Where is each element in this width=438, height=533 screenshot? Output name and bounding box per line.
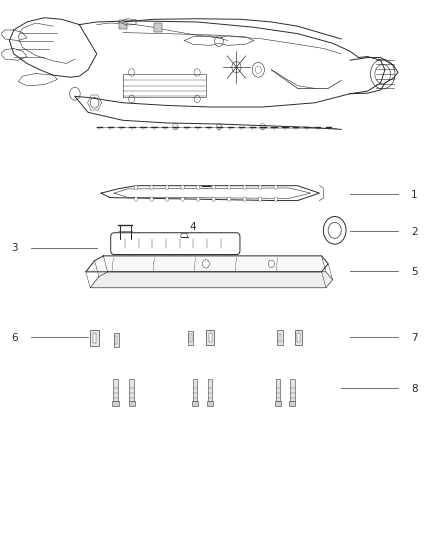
Circle shape <box>196 197 200 201</box>
FancyBboxPatch shape <box>193 378 197 401</box>
FancyBboxPatch shape <box>279 334 281 342</box>
FancyBboxPatch shape <box>115 336 117 344</box>
FancyBboxPatch shape <box>209 333 212 342</box>
Circle shape <box>134 185 138 189</box>
Text: 5: 5 <box>411 267 418 277</box>
Circle shape <box>196 185 200 189</box>
FancyBboxPatch shape <box>208 378 212 401</box>
FancyBboxPatch shape <box>294 330 302 345</box>
Circle shape <box>258 197 262 201</box>
Circle shape <box>258 185 262 189</box>
Circle shape <box>150 197 153 201</box>
FancyBboxPatch shape <box>90 330 99 346</box>
Circle shape <box>212 185 215 189</box>
FancyBboxPatch shape <box>289 401 295 406</box>
FancyBboxPatch shape <box>113 378 118 401</box>
FancyBboxPatch shape <box>188 331 194 345</box>
Text: 1: 1 <box>411 190 418 200</box>
FancyBboxPatch shape <box>153 23 162 31</box>
Text: 4: 4 <box>190 222 196 232</box>
Circle shape <box>181 185 184 189</box>
Polygon shape <box>90 272 332 288</box>
Circle shape <box>166 197 169 201</box>
FancyBboxPatch shape <box>192 401 198 406</box>
FancyBboxPatch shape <box>297 333 300 342</box>
FancyBboxPatch shape <box>290 378 294 401</box>
FancyBboxPatch shape <box>276 378 280 401</box>
FancyBboxPatch shape <box>93 333 96 343</box>
Text: 6: 6 <box>11 333 18 343</box>
Circle shape <box>243 185 247 189</box>
FancyBboxPatch shape <box>207 401 213 406</box>
FancyBboxPatch shape <box>275 401 281 406</box>
Circle shape <box>227 197 231 201</box>
FancyBboxPatch shape <box>206 330 214 345</box>
Circle shape <box>150 185 153 189</box>
Circle shape <box>274 197 278 201</box>
FancyBboxPatch shape <box>113 401 119 406</box>
Circle shape <box>134 197 138 201</box>
FancyBboxPatch shape <box>129 401 135 406</box>
FancyBboxPatch shape <box>113 333 119 347</box>
Circle shape <box>181 197 184 201</box>
Text: 7: 7 <box>411 333 418 343</box>
Circle shape <box>212 197 215 201</box>
Circle shape <box>227 185 231 189</box>
Text: 3: 3 <box>11 243 18 253</box>
Text: 8: 8 <box>411 384 418 394</box>
Circle shape <box>166 185 169 189</box>
FancyBboxPatch shape <box>119 20 127 29</box>
Circle shape <box>274 185 278 189</box>
Text: 2: 2 <box>411 227 418 237</box>
FancyBboxPatch shape <box>130 378 134 401</box>
Polygon shape <box>86 256 328 272</box>
FancyBboxPatch shape <box>190 334 192 342</box>
FancyBboxPatch shape <box>277 330 283 345</box>
Circle shape <box>243 197 247 201</box>
